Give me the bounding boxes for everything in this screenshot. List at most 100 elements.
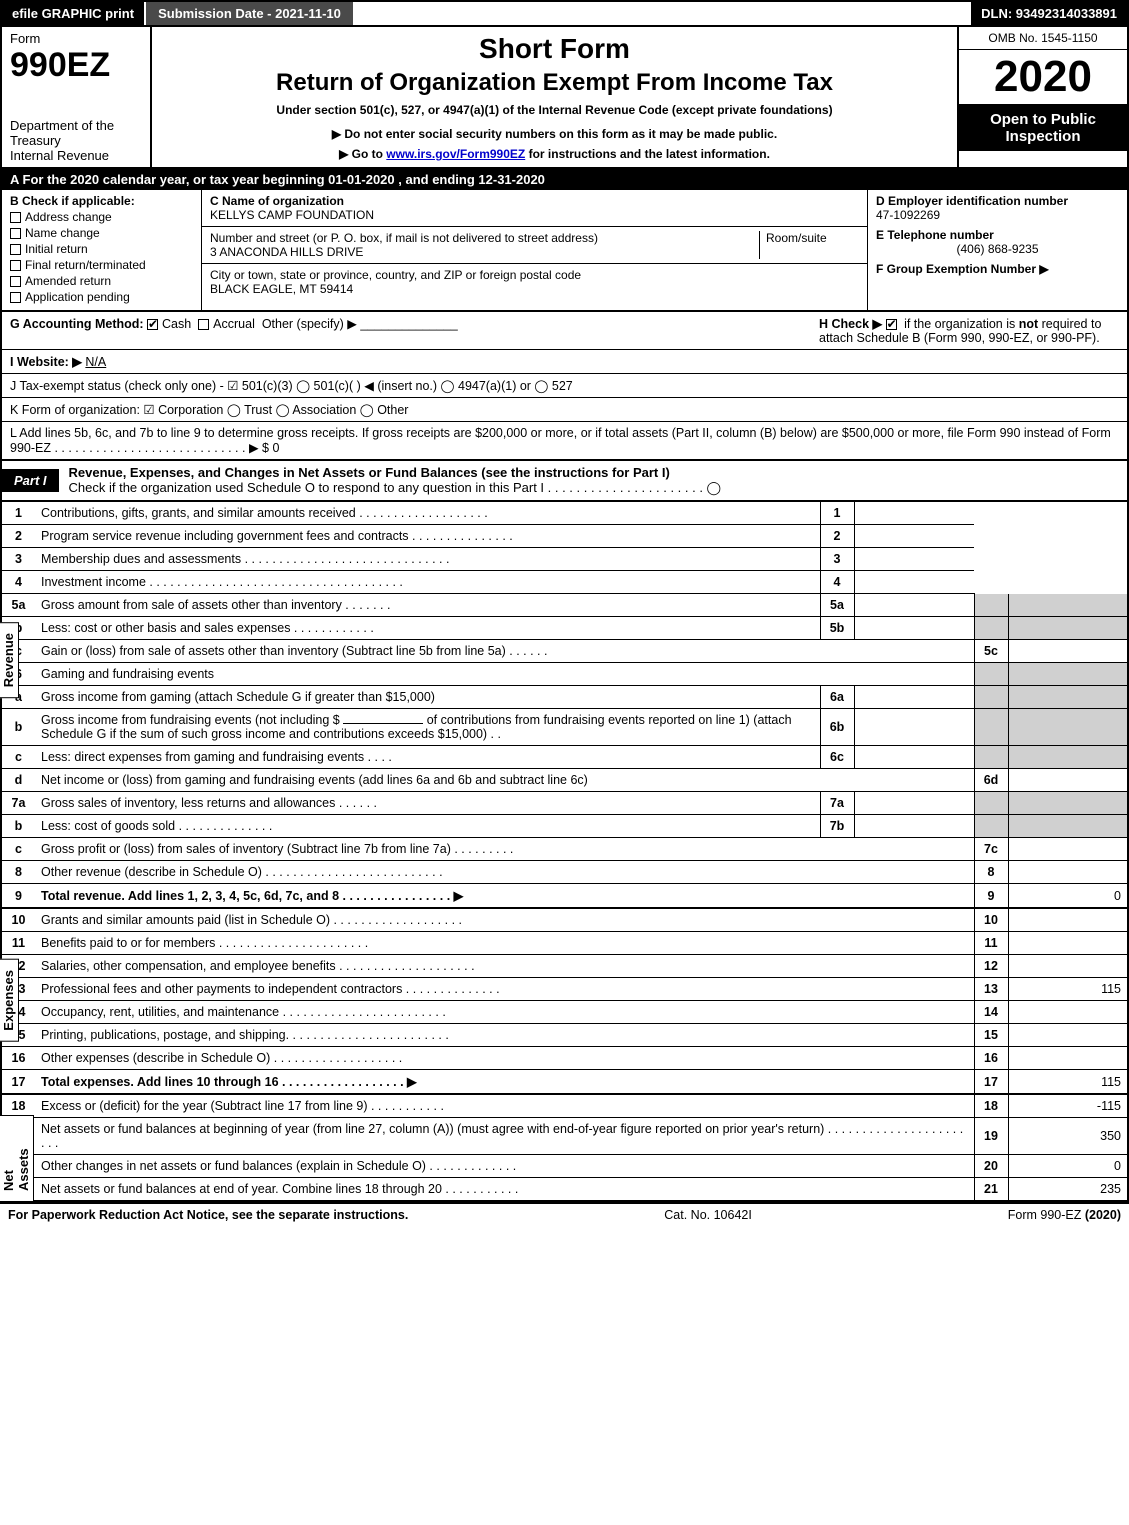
line-15-rn: 15 — [974, 1024, 1008, 1047]
netassets-sidelabel: Net Assets — [0, 1115, 34, 1202]
chk-initial-return[interactable]: Initial return — [10, 242, 193, 256]
line-5a-num: 5a — [1, 594, 35, 617]
chk-name-change[interactable]: Name change — [10, 226, 193, 240]
chk-amended-return[interactable]: Amended return — [10, 274, 193, 288]
row-k: K Form of organization: ☑ Corporation ◯ … — [0, 398, 1129, 422]
line-4-num: 4 — [1, 571, 35, 594]
line-9-num: 9 — [1, 884, 35, 909]
footer-right-prefix: Form — [1008, 1208, 1041, 1222]
line-7a: 7aGross sales of inventory, less returns… — [1, 792, 1128, 815]
chk-schedule-b[interactable] — [886, 319, 897, 330]
footer-right-form: 990-EZ — [1040, 1208, 1081, 1222]
line-3-val — [854, 548, 974, 571]
line-6c-in: 6c — [820, 746, 854, 769]
expenses-section: Expenses 10Grants and similar amounts pa… — [0, 909, 1129, 1095]
line-8-num: 8 — [1, 861, 35, 884]
line-9-text: Total revenue. Add lines 1, 2, 3, 4, 5c,… — [35, 884, 974, 909]
line-5b-shade1 — [974, 617, 1008, 640]
header-left: Form 990EZ Department of the Treasury In… — [2, 27, 152, 167]
line-9-rn: 9 — [974, 884, 1008, 909]
chk-final-return[interactable]: Final return/terminated — [10, 258, 193, 272]
line-1-text: Contributions, gifts, grants, and simila… — [35, 502, 820, 525]
line-18-val: -115 — [1008, 1095, 1128, 1118]
line-15: 15Printing, publications, postage, and s… — [1, 1024, 1128, 1047]
footer-left: For Paperwork Reduction Act Notice, see … — [8, 1208, 408, 1222]
form-header: Form 990EZ Department of the Treasury In… — [0, 27, 1129, 169]
line-8-val — [1008, 861, 1128, 884]
line-7b-text: Less: cost of goods sold . . . . . . . .… — [35, 815, 820, 838]
chk-address-change-label: Address change — [25, 210, 112, 224]
form-label: Form — [10, 31, 142, 46]
line-5c-text: Gain or (loss) from sale of assets other… — [35, 640, 974, 663]
line-6b-text1: Gross income from fundraising events (no… — [41, 713, 340, 727]
goto-suffix: for instructions and the latest informat… — [529, 147, 770, 161]
submission-date: Submission Date - 2021-11-10 — [144, 2, 355, 25]
expenses-table: 10Grants and similar amounts paid (list … — [0, 909, 1129, 1095]
part-1-title: Revenue, Expenses, and Changes in Net As… — [59, 461, 1127, 500]
row-g-label: G Accounting Method: — [10, 317, 144, 331]
address-label: Number and street (or P. O. box, if mail… — [210, 231, 759, 245]
line-3-num: 3 — [1, 548, 35, 571]
chk-address-change[interactable]: Address change — [10, 210, 193, 224]
topbar-spacer — [355, 2, 971, 25]
section-b-label: B Check if applicable: — [10, 194, 193, 208]
line-17-text: Total expenses. Add lines 10 through 16 … — [35, 1070, 974, 1095]
line-7c: cGross profit or (loss) from sales of in… — [1, 838, 1128, 861]
line-4-val — [854, 571, 974, 594]
line-20-rn: 20 — [974, 1155, 1008, 1178]
chk-application-pending[interactable]: Application pending — [10, 290, 193, 304]
line-9-val: 0 — [1008, 884, 1128, 909]
do-not-enter-text: ▶ Do not enter social security numbers o… — [162, 127, 947, 141]
goto-link[interactable]: www.irs.gov/Form990EZ — [386, 147, 525, 161]
department-label: Department of the Treasury — [10, 118, 142, 148]
revenue-section: Revenue 1Contributions, gifts, grants, a… — [0, 502, 1129, 909]
row-g-other: Other (specify) ▶ — [262, 317, 357, 331]
line-13-text: Professional fees and other payments to … — [35, 978, 974, 1001]
line-4-rn: 4 — [820, 571, 854, 594]
line-20-text: Other changes in net assets or fund bala… — [35, 1155, 974, 1178]
line-20: 20Other changes in net assets or fund ba… — [1, 1155, 1128, 1178]
chk-accrual-label: Accrual — [213, 317, 255, 331]
row-h-not: not — [1019, 317, 1038, 331]
line-6: 6Gaming and fundraising events — [1, 663, 1128, 686]
expenses-sidelabel: Expenses — [0, 959, 19, 1042]
line-5c-rn: 5c — [974, 640, 1008, 663]
line-7c-rn: 7c — [974, 838, 1008, 861]
line-10-text: Grants and similar amounts paid (list in… — [35, 909, 974, 932]
line-10-num: 10 — [1, 909, 35, 932]
line-6d-rn: 6d — [974, 769, 1008, 792]
line-9: 9Total revenue. Add lines 1, 2, 3, 4, 5c… — [1, 884, 1128, 909]
line-21-val: 235 — [1008, 1178, 1128, 1202]
line-17: 17Total expenses. Add lines 10 through 1… — [1, 1070, 1128, 1095]
line-20-val: 0 — [1008, 1155, 1128, 1178]
line-6d-text: Net income or (loss) from gaming and fun… — [35, 769, 974, 792]
chk-application-pending-label: Application pending — [25, 290, 130, 304]
line-6a-text: Gross income from gaming (attach Schedul… — [35, 686, 820, 709]
line-6d-num: d — [1, 769, 35, 792]
line-18-rn: 18 — [974, 1095, 1008, 1118]
line-12: 12Salaries, other compensation, and empl… — [1, 955, 1128, 978]
line-6b: bGross income from fundraising events (n… — [1, 709, 1128, 746]
line-6b-shade1 — [974, 709, 1008, 746]
line-7c-num: c — [1, 838, 35, 861]
chk-cash[interactable] — [147, 319, 158, 330]
revenue-sidelabel: Revenue — [0, 622, 19, 698]
line-21-text: Net assets or fund balances at end of ye… — [35, 1178, 974, 1202]
section-a-taxyear: A For the 2020 calendar year, or tax yea… — [0, 169, 1129, 190]
line-6c-inval — [854, 746, 974, 769]
efile-print-button[interactable]: efile GRAPHIC print — [2, 2, 144, 25]
line-7a-in: 7a — [820, 792, 854, 815]
line-17-val: 115 — [1008, 1070, 1128, 1095]
line-6a-shade2 — [1008, 686, 1128, 709]
row-h-text1: if the organization is — [904, 317, 1019, 331]
chk-accrual[interactable] — [198, 319, 209, 330]
dln-number: DLN: 93492314033891 — [971, 2, 1127, 25]
section-bcd-row: B Check if applicable: Address change Na… — [0, 190, 1129, 312]
line-6-text: Gaming and fundraising events — [35, 663, 974, 686]
line-19: 19Net assets or fund balances at beginni… — [1, 1118, 1128, 1155]
room-suite-label: Room/suite — [759, 231, 859, 259]
line-13: 13Professional fees and other payments t… — [1, 978, 1128, 1001]
row-i: I Website: ▶ N/A — [0, 350, 1129, 374]
row-g-h: G Accounting Method: Cash Accrual Other … — [0, 312, 1129, 350]
line-6d: dNet income or (loss) from gaming and fu… — [1, 769, 1128, 792]
